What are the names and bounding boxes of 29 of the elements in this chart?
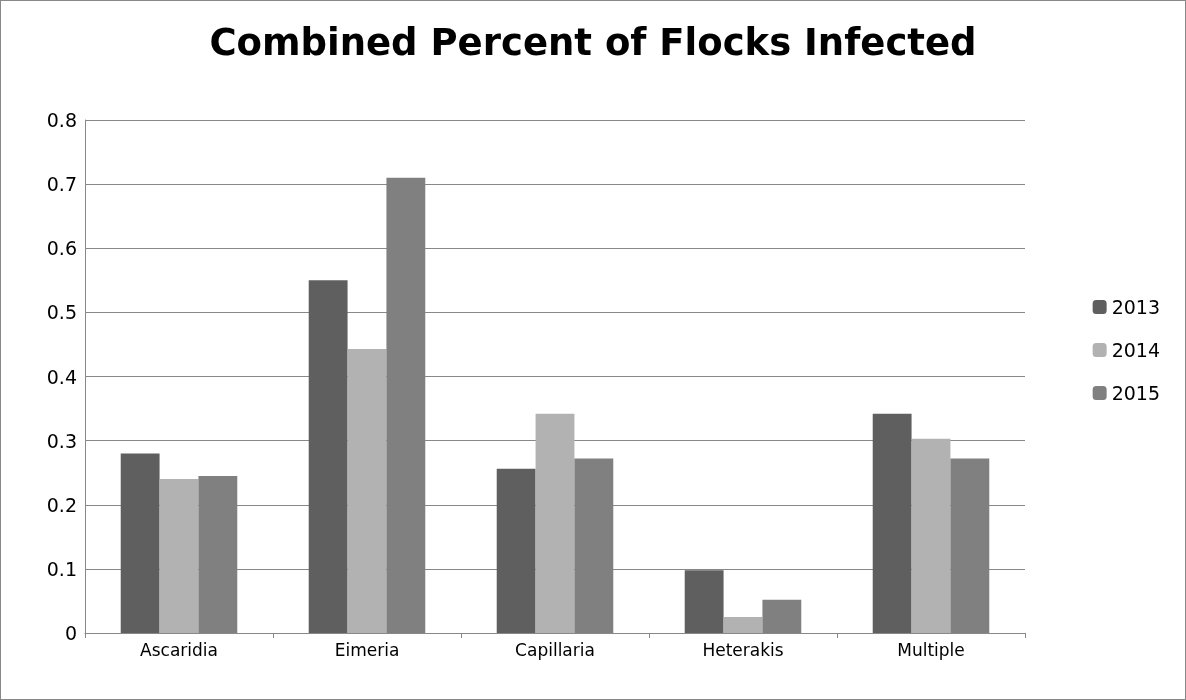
bar bbox=[762, 599, 802, 633]
bar bbox=[496, 468, 536, 633]
bar bbox=[723, 616, 763, 633]
y-tick-label: 0.2 bbox=[46, 493, 77, 516]
legend-label: 2014 bbox=[1111, 339, 1161, 361]
bar bbox=[911, 438, 951, 633]
legend-label: 2015 bbox=[1111, 382, 1161, 404]
legend-label: 2013 bbox=[1111, 296, 1161, 318]
bar bbox=[159, 479, 199, 633]
bar bbox=[347, 348, 387, 633]
bar bbox=[535, 413, 575, 633]
x-tick-label: Multiple bbox=[897, 639, 965, 660]
chart-title: Combined Percent of Flocks Infected bbox=[209, 21, 977, 64]
y-tick-label: 0.8 bbox=[46, 109, 77, 131]
y-tick-label: 0.1 bbox=[46, 557, 77, 580]
bar bbox=[684, 570, 724, 633]
y-tick-label: 0.6 bbox=[46, 237, 77, 260]
x-tick-label: Capillaria bbox=[515, 639, 595, 660]
y-tick-label: 0 bbox=[64, 622, 77, 644]
bar bbox=[872, 413, 912, 633]
x-tick-label: Eimeria bbox=[334, 639, 400, 660]
bar bbox=[308, 280, 348, 633]
x-tick-label: Ascaridia bbox=[140, 639, 218, 660]
bar bbox=[120, 453, 160, 633]
y-tick-label: 0.5 bbox=[46, 301, 77, 324]
x-tick-label: Heterakis bbox=[702, 639, 784, 660]
y-tick-label: 0.7 bbox=[46, 173, 77, 196]
y-tick-label: 0.3 bbox=[46, 429, 77, 452]
y-tick-label: 0.4 bbox=[46, 365, 77, 388]
